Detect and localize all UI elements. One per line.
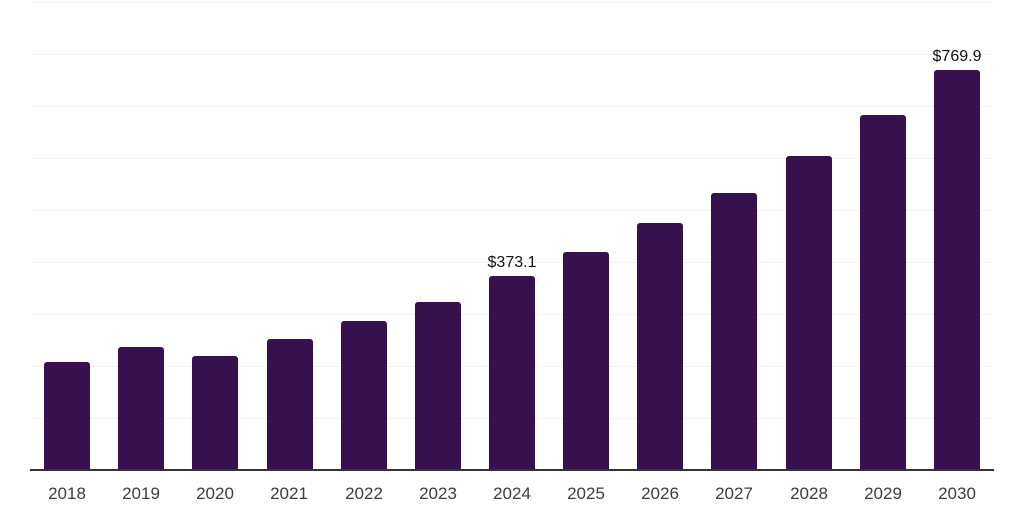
x-tick-label: 2020 bbox=[196, 484, 234, 503]
gridline bbox=[30, 106, 994, 107]
bar bbox=[563, 252, 609, 470]
bar bbox=[637, 223, 683, 470]
x-tick-label: 2026 bbox=[641, 484, 679, 503]
x-axis-line bbox=[30, 469, 994, 471]
x-tick-label: 2018 bbox=[48, 484, 86, 503]
x-tick-label: 2028 bbox=[790, 484, 828, 503]
x-tick-label: 2025 bbox=[567, 484, 605, 503]
bar bbox=[415, 302, 461, 470]
bar bbox=[489, 276, 535, 470]
bar bbox=[267, 339, 313, 470]
gridline bbox=[30, 2, 994, 3]
x-tick-label: 2023 bbox=[419, 484, 457, 503]
x-tick-label: 2019 bbox=[122, 484, 160, 503]
gridline bbox=[30, 262, 994, 263]
gridline bbox=[30, 210, 994, 211]
gridline bbox=[30, 54, 994, 55]
bar bbox=[341, 321, 387, 470]
x-tick-label: 2030 bbox=[938, 484, 976, 503]
bar bbox=[860, 115, 906, 470]
x-tick-label: 2024 bbox=[493, 484, 531, 503]
bar bbox=[192, 356, 238, 470]
bar bbox=[934, 70, 980, 470]
bar bbox=[44, 362, 90, 470]
x-tick-label: 2027 bbox=[715, 484, 753, 503]
x-tick-label: 2022 bbox=[345, 484, 383, 503]
x-tick-label: 2021 bbox=[270, 484, 308, 503]
bar bbox=[118, 347, 164, 470]
bar bbox=[786, 156, 832, 470]
bar-value-label: $769.9 bbox=[932, 48, 982, 65]
bar bbox=[711, 193, 757, 470]
gridline bbox=[30, 158, 994, 159]
x-tick-label: 2029 bbox=[864, 484, 902, 503]
bar-value-label: $373.1 bbox=[487, 254, 537, 271]
